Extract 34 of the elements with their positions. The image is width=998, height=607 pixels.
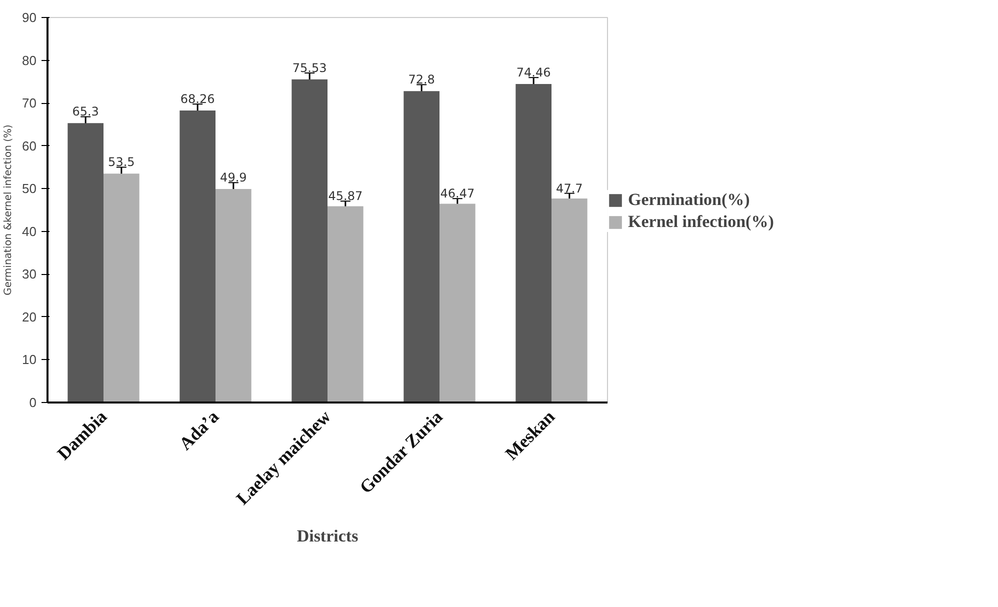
y-tick-label: 10 <box>22 352 37 368</box>
data-label: 47.7 <box>556 181 583 196</box>
data-label: 74.46 <box>516 66 551 80</box>
bar <box>516 84 552 402</box>
y-tick-label: 70 <box>22 96 37 111</box>
y-tick-label: 40 <box>22 224 37 239</box>
data-label: 65.3 <box>72 104 99 119</box>
data-label: 45.87 <box>328 189 363 204</box>
bar <box>404 91 440 402</box>
bar <box>68 123 104 402</box>
y-axis-title: Germination &kernel infection (%) <box>3 124 14 296</box>
bar <box>216 189 252 402</box>
data-label: 53.5 <box>108 155 135 170</box>
x-axis-title: Districts <box>296 526 359 546</box>
data-label: 75.53 <box>292 60 327 75</box>
data-label: 46.47 <box>440 186 475 201</box>
y-tick-label: 0 <box>29 395 37 410</box>
y-tick-label: 60 <box>22 138 37 154</box>
y-tick-label: 90 <box>22 10 37 25</box>
y-tick-label: 20 <box>22 309 37 324</box>
data-label: 68.26 <box>180 92 215 106</box>
bar <box>180 110 216 402</box>
y-tick-label: 50 <box>22 181 37 196</box>
bar <box>292 79 328 402</box>
bar <box>440 204 476 402</box>
bar <box>552 198 588 402</box>
bar <box>328 206 364 402</box>
data-label: 72.8 <box>408 72 435 87</box>
data-label: 49.9 <box>220 170 247 185</box>
legend-label: Kernel infection(%) <box>628 212 774 232</box>
bar <box>104 174 140 402</box>
y-tick-label: 80 <box>22 52 37 68</box>
legend-label: Germination(%) <box>628 190 750 210</box>
y-tick-label: 30 <box>22 266 37 282</box>
